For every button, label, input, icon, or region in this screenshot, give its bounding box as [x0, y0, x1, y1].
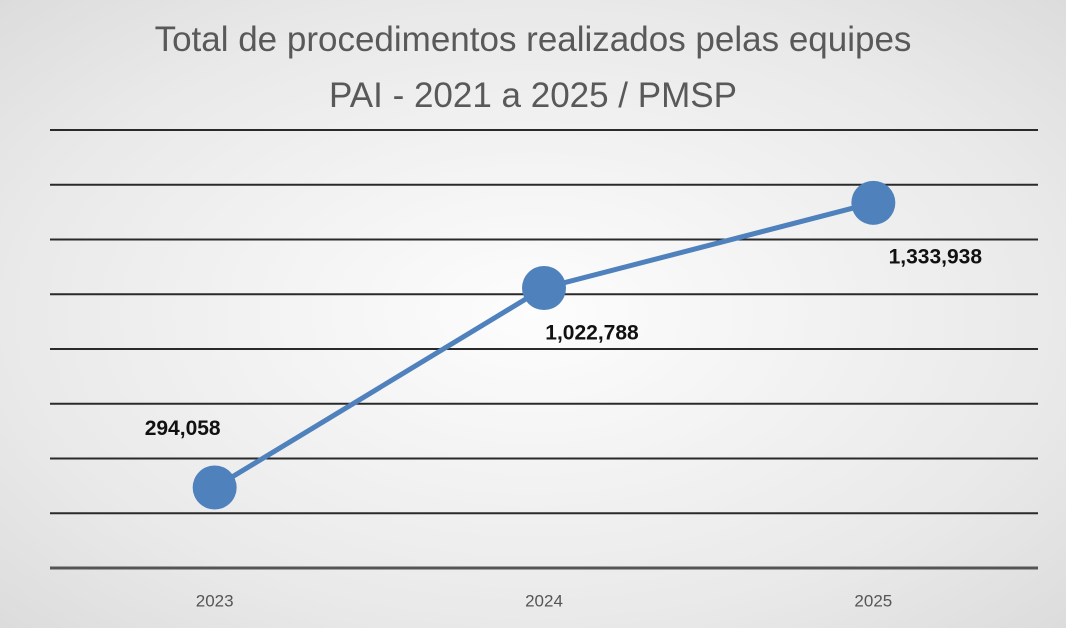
data-label: 294,058	[145, 417, 221, 440]
chart-title: Total de procedimentos realizados pelas …	[154, 20, 912, 115]
marker	[522, 266, 566, 311]
x-tick-label: 2023	[196, 591, 234, 610]
data-label: 1,333,938	[889, 245, 983, 268]
x-tick-label: 2025	[854, 591, 892, 610]
marker	[192, 465, 237, 510]
data-label: 1,022,788	[545, 322, 639, 345]
x-tick-label: 2024	[525, 591, 563, 610]
marker	[851, 180, 896, 225]
line	[213, 200, 874, 490]
